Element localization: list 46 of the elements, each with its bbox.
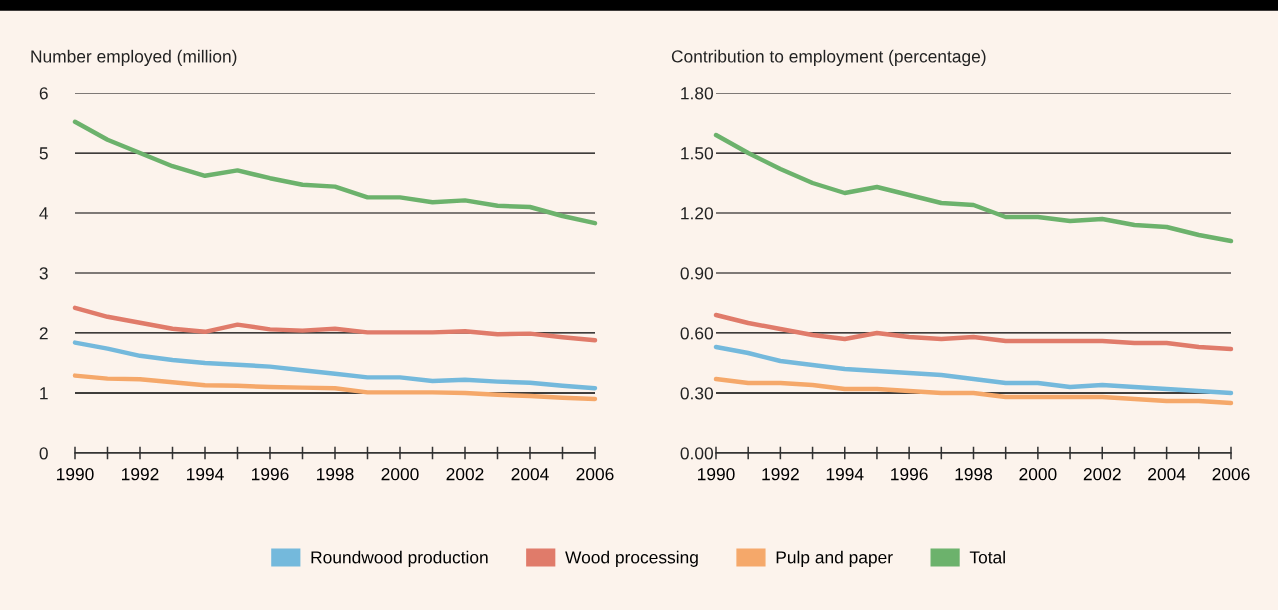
x-tick-label: 1990 bbox=[57, 468, 94, 481]
line-series bbox=[713, 312, 1234, 352]
y-tick-label: 3 bbox=[39, 267, 48, 280]
x-tick-label: 1998 bbox=[955, 468, 993, 481]
legend-label: Pulp and paper bbox=[776, 550, 893, 567]
line-series bbox=[72, 373, 598, 402]
legend-label: Total bbox=[969, 550, 1005, 564]
line-series bbox=[713, 344, 1234, 396]
y-tick-label: 2 bbox=[39, 327, 48, 340]
x-tick-label: 2004 bbox=[1148, 468, 1186, 481]
y-tick-label: 0.60 bbox=[680, 327, 713, 340]
legend-label: Roundwood production bbox=[311, 550, 488, 567]
y-tick-label: 0.90 bbox=[680, 267, 713, 280]
y-tick-label: 0.30 bbox=[680, 387, 713, 400]
x-tick-label: 2000 bbox=[381, 468, 419, 481]
y-tick-label: 1.20 bbox=[681, 207, 713, 220]
line-series bbox=[72, 340, 598, 391]
y-tick-label: 4 bbox=[39, 207, 49, 220]
y-tick-label: 6 bbox=[39, 87, 48, 100]
x-tick-label: 2002 bbox=[1083, 468, 1121, 481]
x-tick-label: 2004 bbox=[511, 468, 549, 481]
x-tick-label: 1990 bbox=[698, 468, 735, 481]
y-axis-title: Number employed (million) bbox=[31, 49, 237, 66]
y-tick-label: 5 bbox=[39, 147, 48, 160]
line-series bbox=[713, 376, 1234, 406]
y-tick-label: 0 bbox=[39, 447, 48, 460]
y-tick-label: 0.00 bbox=[680, 447, 713, 460]
x-tick-label: 1996 bbox=[891, 468, 928, 481]
x-tick-label: 2006 bbox=[576, 468, 614, 481]
line-series bbox=[72, 119, 598, 226]
x-tick-label: 1994 bbox=[826, 468, 864, 481]
y-tick-label: 1 bbox=[40, 387, 48, 400]
y-axis-title: Contribution to employment (percentage) bbox=[671, 49, 986, 66]
x-tick-label: 1992 bbox=[122, 468, 159, 481]
x-tick-label: 2002 bbox=[446, 468, 484, 481]
line-series bbox=[713, 132, 1234, 244]
y-tick-label: 1.80 bbox=[681, 87, 713, 100]
x-tick-label: 2006 bbox=[1212, 468, 1250, 481]
x-tick-label: 1994 bbox=[187, 468, 224, 481]
y-tick-label: 1.50 bbox=[681, 147, 713, 160]
x-tick-label: 1992 bbox=[762, 468, 799, 481]
x-tick-label: 1996 bbox=[252, 468, 289, 481]
line-series bbox=[72, 305, 598, 343]
x-tick-label: 1998 bbox=[317, 468, 354, 481]
legend-label: Wood processing bbox=[565, 550, 698, 567]
x-tick-label: 2000 bbox=[1019, 468, 1057, 481]
